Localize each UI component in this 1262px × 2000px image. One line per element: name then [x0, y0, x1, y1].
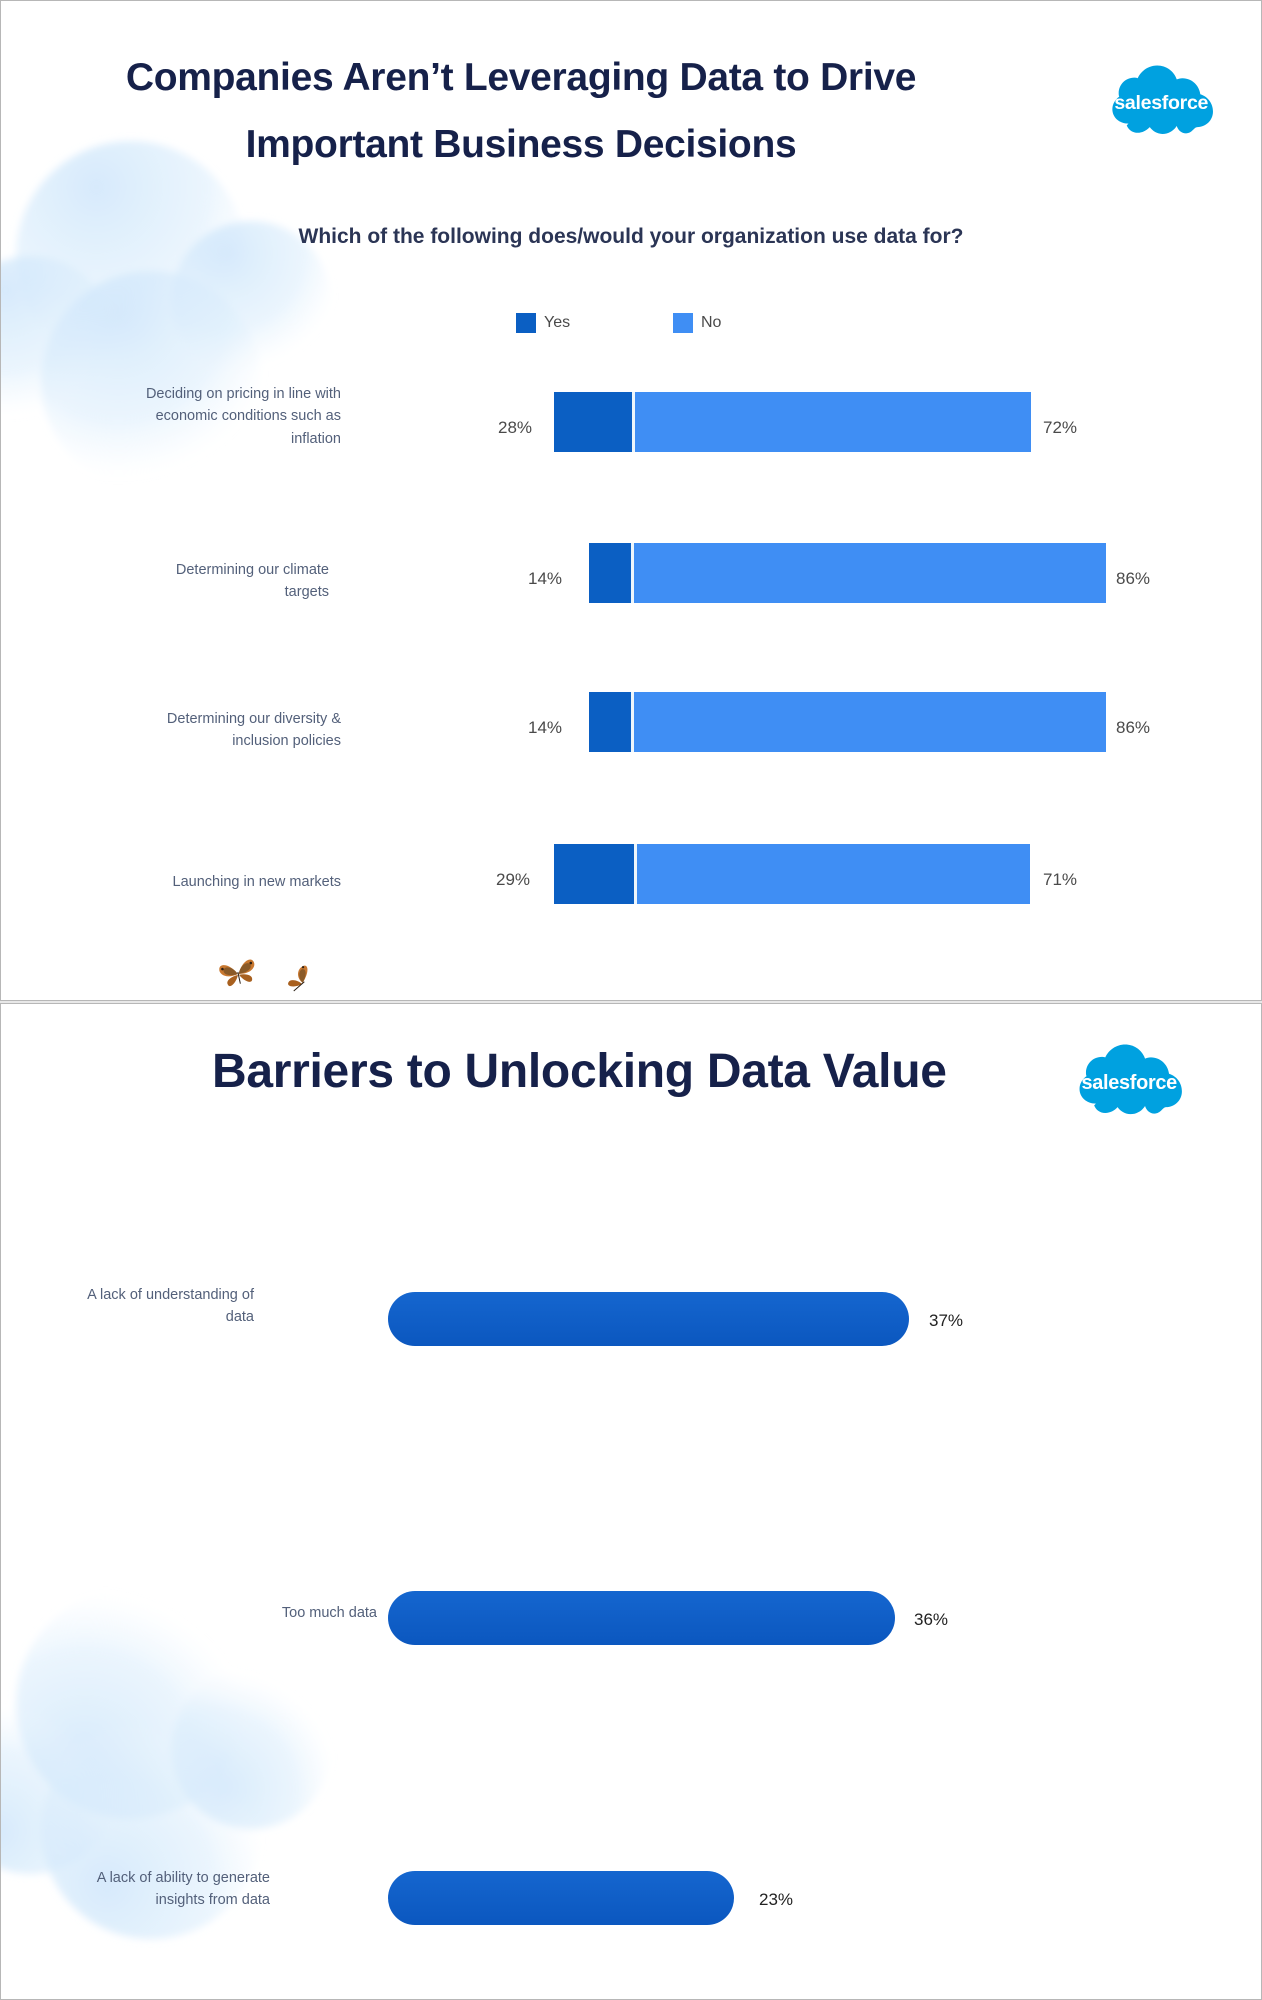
- svg-text:salesforce: salesforce: [1114, 92, 1208, 114]
